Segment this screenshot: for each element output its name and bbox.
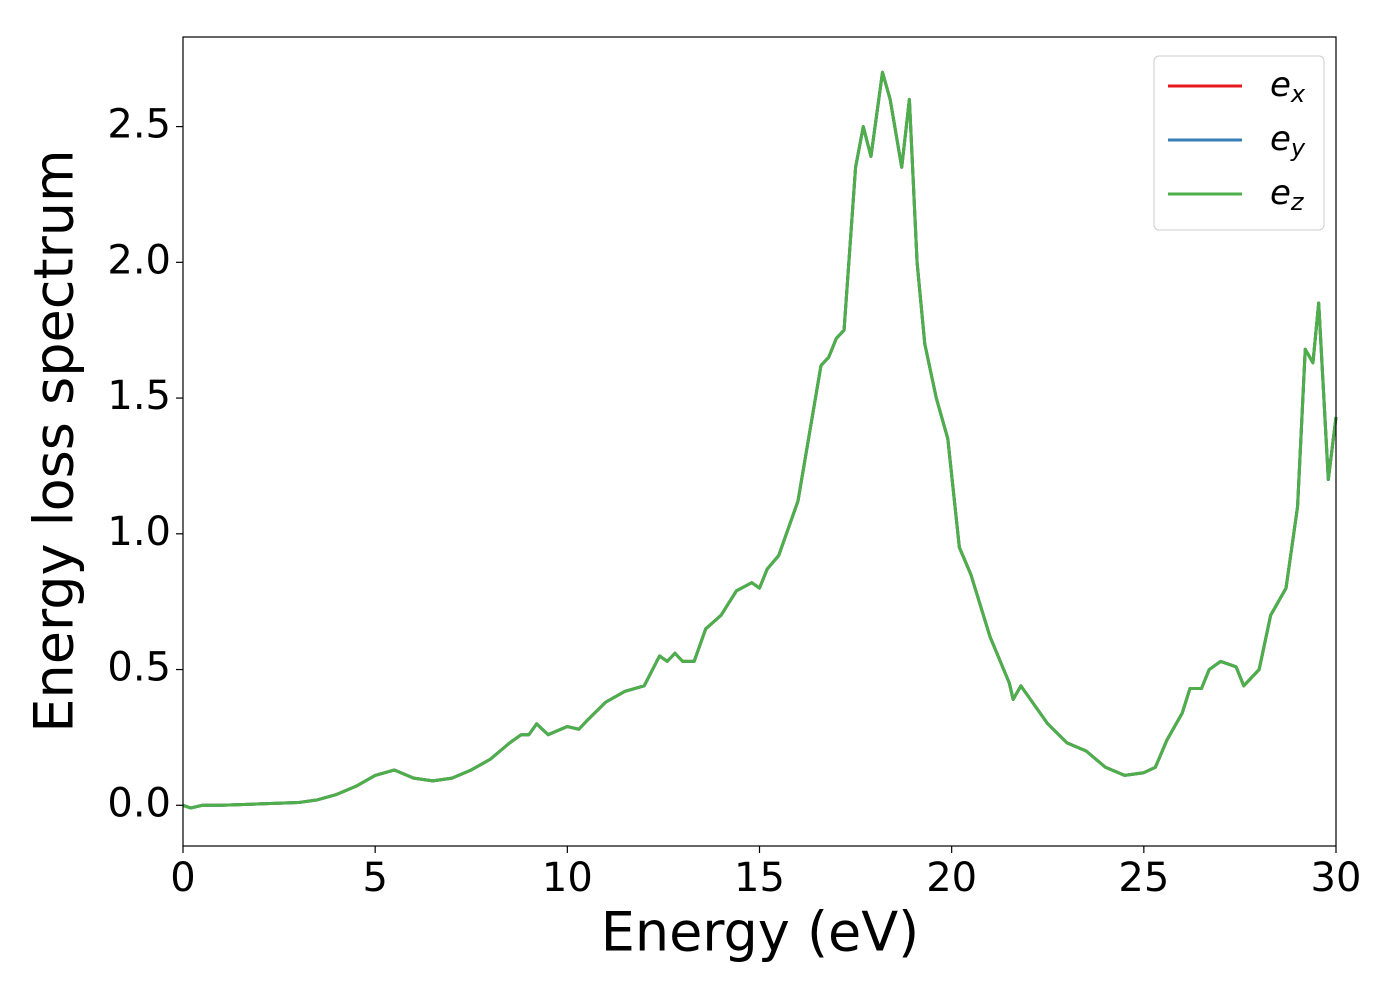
y-tick-label: 0.0 xyxy=(107,780,171,826)
y-tick-label: 2.0 xyxy=(107,237,171,283)
x-tick-label: 25 xyxy=(1118,855,1169,901)
x-tick-label: 5 xyxy=(362,855,387,901)
x-tick-label: 0 xyxy=(170,855,195,901)
y-tick-label: 2.5 xyxy=(107,102,171,148)
y-tick-label: 1.5 xyxy=(107,373,171,419)
legend-label: ez xyxy=(1270,173,1305,217)
legend-box xyxy=(1153,55,1325,231)
plot-frame xyxy=(182,36,1337,847)
y-tick-label: 0.5 xyxy=(107,645,171,691)
y-axis-label: Energy loss spectrum xyxy=(23,149,86,732)
legend-label: ex xyxy=(1270,65,1306,109)
x-tick-label: 15 xyxy=(734,855,785,901)
data-line xyxy=(182,70,1338,810)
y-tick-label: 1.0 xyxy=(107,509,171,555)
x-tick-label: 20 xyxy=(926,855,977,901)
x-axis-label: Energy (eV) xyxy=(601,901,920,964)
x-tick-label: 10 xyxy=(542,855,593,901)
x-tick-label: 30 xyxy=(1311,855,1362,901)
legend-label: ey xyxy=(1270,119,1306,163)
